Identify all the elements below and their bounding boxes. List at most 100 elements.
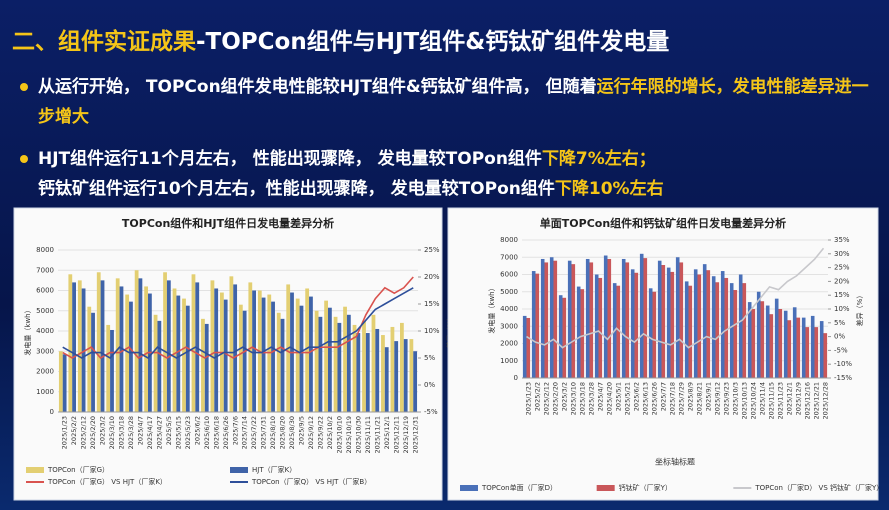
bar bbox=[166, 280, 171, 412]
x-tick-label: 2025/11/4 bbox=[759, 382, 767, 415]
y2-tick-label: -10% bbox=[834, 360, 852, 368]
bar bbox=[720, 271, 725, 378]
section-title: 二、组件实证成果 bbox=[12, 29, 196, 55]
bar bbox=[343, 306, 347, 412]
x-tick-label: 2025/9/23 bbox=[723, 382, 731, 415]
bar bbox=[783, 310, 788, 378]
bar bbox=[598, 277, 603, 378]
x-tick-label: 2025/11/23 bbox=[777, 382, 785, 419]
y2-tick-label: 20% bbox=[424, 273, 440, 281]
y-axis-label: 发电量（kwh） bbox=[23, 306, 32, 355]
y2-tick-label: 25% bbox=[424, 246, 440, 254]
x-tick-label: 2025/7/7 bbox=[660, 382, 668, 411]
bar bbox=[238, 304, 243, 412]
bar bbox=[328, 307, 332, 412]
bar bbox=[607, 258, 612, 378]
x-tick-label: 2025/12/19 bbox=[402, 416, 410, 453]
x-tick-label: 2025/6/26 bbox=[222, 416, 230, 449]
bar bbox=[87, 306, 92, 412]
x-tick-label: 2025/8/21 bbox=[696, 382, 704, 415]
legend-swatch bbox=[230, 467, 248, 473]
bar bbox=[153, 314, 158, 412]
bar bbox=[305, 288, 310, 412]
y2-axis-label: 差异（%） bbox=[855, 292, 864, 327]
bar bbox=[747, 302, 752, 378]
y-tick-label: 2000 bbox=[36, 368, 54, 376]
bar bbox=[814, 327, 819, 378]
bar bbox=[223, 299, 228, 412]
y-tick-label: 1000 bbox=[500, 357, 518, 365]
bar bbox=[693, 269, 698, 378]
bar bbox=[172, 288, 177, 412]
bar bbox=[567, 260, 572, 378]
x-tick-label: 2025/2/2 bbox=[534, 382, 542, 411]
x-tick-label: 2025/6/2 bbox=[633, 382, 641, 411]
bar bbox=[562, 297, 567, 378]
bar bbox=[823, 333, 828, 378]
y2-tick-label: 10% bbox=[834, 305, 850, 313]
bar bbox=[805, 327, 810, 378]
bar bbox=[652, 291, 657, 378]
legend-label: 钙钛矿（厂家Y） bbox=[619, 483, 672, 492]
x-tick-label: 2025/7/6 bbox=[231, 416, 239, 445]
x-tick-label: 2025/7/31 bbox=[260, 416, 268, 449]
x-tick-label: 2025/6/13 bbox=[642, 382, 650, 415]
bar bbox=[733, 290, 738, 378]
bar bbox=[195, 282, 200, 412]
bar bbox=[252, 290, 256, 412]
bar bbox=[204, 323, 209, 412]
bar bbox=[324, 300, 328, 412]
bar bbox=[751, 309, 756, 378]
bar bbox=[242, 310, 247, 412]
bar bbox=[81, 288, 86, 412]
x-tick-label: 2025/9/12 bbox=[714, 382, 722, 415]
bar bbox=[621, 258, 626, 378]
line bbox=[62, 276, 414, 360]
x-tick-label: 2025/4/17 bbox=[146, 416, 154, 449]
bar bbox=[535, 273, 540, 378]
legend-swatch bbox=[460, 485, 478, 491]
bar bbox=[796, 317, 801, 378]
bar bbox=[580, 289, 585, 378]
y-tick-label: 8000 bbox=[36, 246, 54, 254]
x-tick-label: 2025/5/21 bbox=[624, 382, 632, 415]
bar bbox=[394, 341, 399, 412]
x-axis-label: 坐标轴标题 bbox=[655, 457, 695, 467]
y2-tick-label: 5% bbox=[424, 354, 435, 362]
bullet-text: 下降10%左右 bbox=[554, 179, 664, 199]
bar bbox=[96, 272, 101, 412]
bar bbox=[381, 335, 385, 412]
bullet-text: 从运行开始， TOPCon组件发电性能较HJT组件&钙钛矿组件高， 但随着 bbox=[38, 77, 597, 97]
line bbox=[526, 247, 825, 349]
bar bbox=[553, 260, 558, 378]
x-tick-label: 2025/7/22 bbox=[250, 416, 258, 449]
bar bbox=[724, 277, 729, 378]
bar bbox=[352, 324, 357, 412]
bar bbox=[309, 296, 313, 412]
title: -TOPCon组件与HJT组件&钙钛矿组件发电量 bbox=[196, 29, 670, 55]
bar bbox=[271, 301, 275, 412]
bar bbox=[403, 339, 408, 412]
x-tick-label: 2025/1/23 bbox=[61, 416, 69, 449]
bar bbox=[531, 271, 536, 378]
y-axis-label: 发电量（kwh） bbox=[487, 284, 496, 333]
y-tick-label: 2000 bbox=[500, 340, 518, 348]
x-tick-label: 2025/10/2 bbox=[326, 416, 334, 449]
bar bbox=[774, 298, 779, 378]
bar bbox=[630, 269, 635, 378]
bar bbox=[276, 312, 281, 412]
x-tick-label: 2025/11/21 bbox=[373, 416, 381, 453]
bar bbox=[371, 314, 376, 412]
bar bbox=[125, 294, 130, 412]
y-tick-label: 5000 bbox=[36, 307, 54, 315]
bar bbox=[787, 320, 792, 378]
y2-tick-label: 0% bbox=[424, 381, 435, 389]
bar bbox=[68, 274, 73, 412]
x-tick-label: 2025/4/20 bbox=[606, 382, 614, 415]
bar bbox=[390, 326, 395, 412]
bar bbox=[544, 262, 549, 378]
x-tick-label: 2025/6/2 bbox=[193, 416, 201, 445]
x-tick-label: 2025/5/1 bbox=[615, 382, 623, 411]
